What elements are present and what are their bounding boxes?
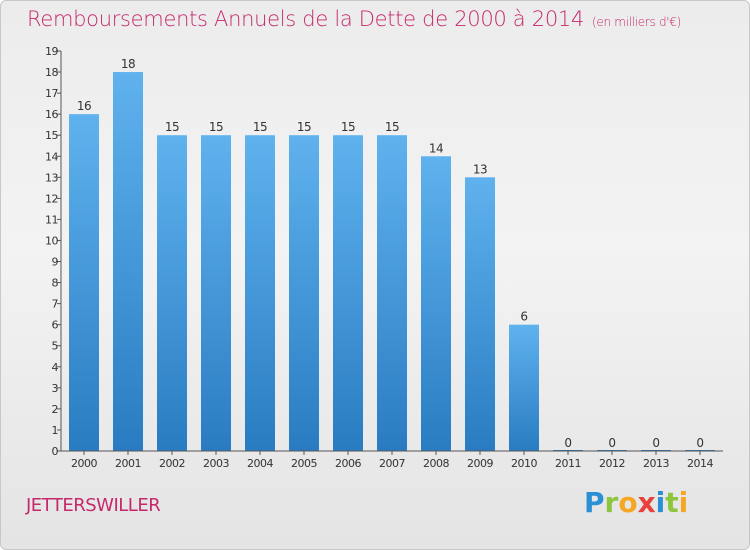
x-tick-label: 2007 (379, 457, 405, 470)
bar (113, 72, 143, 451)
data-label: 14 (429, 141, 443, 155)
x-tick-label: 2012 (599, 457, 625, 470)
bars-group (69, 72, 715, 452)
x-tick-label: 2014 (687, 457, 713, 470)
x-tick-label: 2004 (247, 457, 273, 470)
bar (509, 324, 539, 451)
town-name: JETTERSWILLER (26, 495, 161, 516)
y-tick-label: 7 (52, 298, 59, 311)
bar (377, 135, 407, 452)
data-label: 15 (297, 120, 311, 134)
y-tick-label: 11 (45, 213, 58, 226)
bar (333, 135, 363, 452)
logo-letter: o (618, 486, 638, 519)
x-tick-label: 2008 (423, 457, 449, 470)
data-label: 0 (608, 436, 615, 450)
labels-group: 0123456789101112131415161718192000162001… (45, 45, 714, 470)
data-label: 15 (385, 120, 399, 134)
logo-letter: r (604, 486, 619, 519)
data-label: 16 (77, 99, 91, 113)
y-tick-label: 18 (45, 66, 58, 79)
x-tick-label: 2002 (159, 457, 185, 470)
y-tick-label: 19 (45, 45, 58, 58)
data-label: 0 (564, 436, 571, 450)
x-tick-label: 2006 (335, 457, 361, 470)
x-tick-label: 2013 (643, 457, 669, 470)
data-label: 15 (165, 120, 179, 134)
data-label: 15 (209, 120, 223, 134)
x-tick-label: 2005 (291, 457, 317, 470)
y-tick-label: 9 (52, 256, 59, 269)
x-tick-label: 2011 (555, 457, 581, 470)
chart-title: Remboursements Annuels de la Dette de 20… (27, 7, 681, 31)
x-tick-label: 2000 (71, 457, 97, 470)
bar (421, 156, 451, 451)
chart-subtitle: (en milliers d'€) (592, 15, 682, 29)
y-tick-label: 8 (52, 277, 59, 290)
y-tick-label: 2 (52, 403, 59, 416)
y-tick-label: 4 (52, 361, 59, 374)
y-tick-label: 17 (45, 87, 58, 100)
bar (157, 135, 187, 452)
logo-letter: x (637, 486, 656, 519)
data-label: 0 (696, 436, 703, 450)
axes-group (57, 50, 723, 455)
x-tick-label: 2003 (203, 457, 229, 470)
data-label: 13 (473, 162, 487, 176)
y-tick-label: 0 (52, 445, 59, 458)
y-tick-label: 5 (52, 340, 59, 353)
x-tick-label: 2010 (511, 457, 537, 470)
logo-letter: i (678, 486, 689, 519)
data-label: 15 (253, 120, 267, 134)
bar (245, 135, 275, 452)
proxiti-logo: Proxiti (584, 486, 688, 519)
y-tick-label: 16 (45, 108, 58, 121)
x-tick-label: 2001 (115, 457, 141, 470)
y-tick-label: 1 (52, 424, 59, 437)
bar (289, 135, 319, 452)
logo-letter: t (665, 486, 679, 519)
x-tick-label: 2009 (467, 457, 493, 470)
data-label: 0 (652, 436, 659, 450)
logo-letter: i (655, 486, 666, 519)
y-tick-label: 10 (45, 234, 58, 247)
data-label: 15 (341, 120, 355, 134)
data-label: 18 (121, 57, 135, 71)
y-tick-label: 13 (45, 171, 58, 184)
y-tick-label: 14 (45, 150, 58, 163)
chart-title-text: Remboursements Annuels de la Dette de 20… (27, 7, 584, 31)
y-tick-label: 15 (45, 129, 58, 142)
data-label: 6 (520, 310, 527, 324)
y-tick-label: 3 (52, 382, 59, 395)
bar (465, 177, 495, 451)
bar (69, 114, 99, 451)
y-tick-label: 12 (45, 192, 58, 205)
y-tick-label: 6 (52, 319, 59, 332)
logo-letter: P (584, 486, 605, 519)
bar (201, 135, 231, 452)
